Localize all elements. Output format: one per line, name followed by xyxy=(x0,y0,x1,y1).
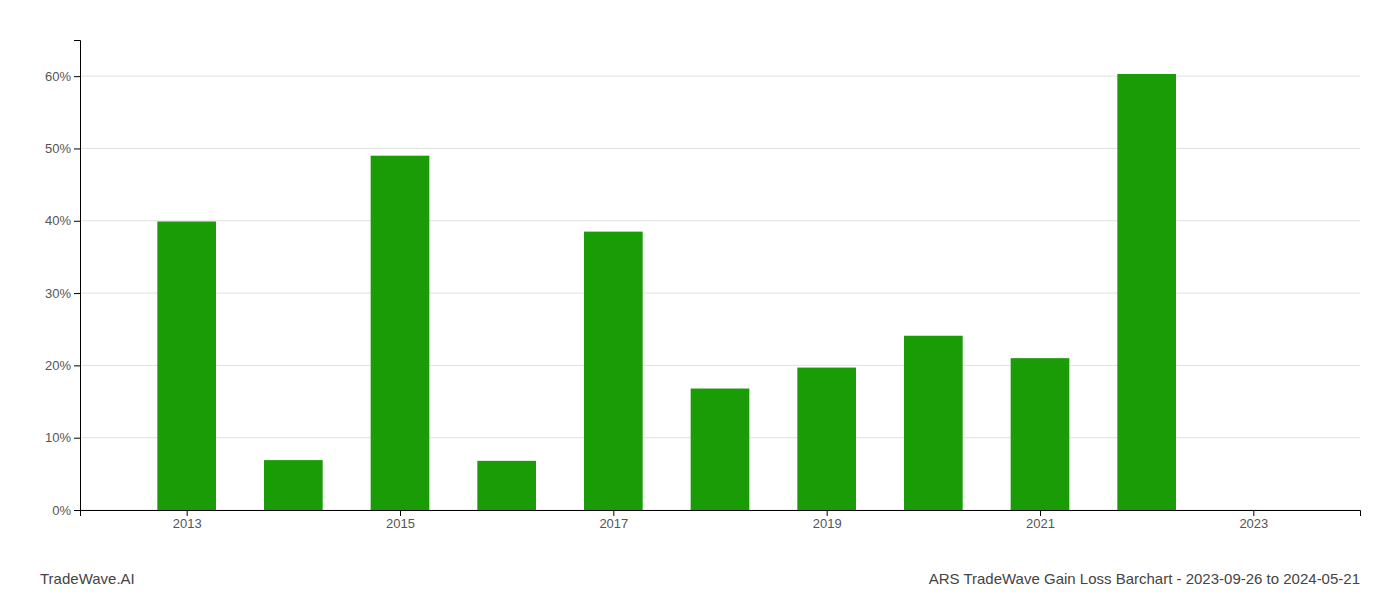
x-tick-label: 2013 xyxy=(173,516,202,531)
y-tick-label: 30% xyxy=(45,286,71,301)
title: ARS TradeWave Gain Loss Barchart - 2023-… xyxy=(929,570,1360,587)
y-tick: 30% xyxy=(45,286,80,301)
x-tick-mark xyxy=(613,510,614,516)
y-tick-mark xyxy=(74,148,80,149)
y-tick-label: 60% xyxy=(45,69,71,84)
x-tick-label: 2021 xyxy=(1026,516,1055,531)
bar xyxy=(264,460,323,510)
x-axis: 2013 2015 2017 2019 2021 2023 xyxy=(81,510,1361,531)
bar xyxy=(904,336,963,510)
x-tick-mark xyxy=(187,510,188,516)
y-tick-mark xyxy=(74,293,80,294)
y-axis: 0% 10% 20% 30% 40% 50% 60% xyxy=(45,41,81,518)
y-tick-mark xyxy=(74,438,80,439)
bar xyxy=(371,156,430,510)
y-tick-mark xyxy=(74,76,80,77)
y-tick: 40% xyxy=(45,213,80,228)
y-tick-label: 20% xyxy=(45,358,71,373)
y-tick-label: 50% xyxy=(45,141,71,156)
x-tick-mark xyxy=(1040,510,1041,516)
y-tick-mark xyxy=(74,365,80,366)
x-tick: 2021 xyxy=(1026,510,1055,531)
y-tick: 10% xyxy=(45,430,80,445)
x-tick: 2023 xyxy=(1239,510,1268,531)
x-tick-label: 2023 xyxy=(1239,516,1268,531)
y-tick-label: 10% xyxy=(45,430,71,445)
x-tick: 2013 xyxy=(173,510,202,531)
y-tick: 0% xyxy=(52,503,80,518)
x-tick: 2017 xyxy=(599,510,628,531)
bar xyxy=(1224,510,1283,511)
bar xyxy=(584,232,643,510)
annotation: TradeWave.AI xyxy=(40,570,135,587)
x-tick-label: 2015 xyxy=(386,516,415,531)
bars xyxy=(157,74,1176,510)
bar xyxy=(797,368,856,510)
bar xyxy=(691,389,750,510)
chart-svg: 2013 2015 2017 2019 2021 2023 0% 10% 20% 30% 40% 50… xyxy=(0,0,1400,600)
y-tick-mark xyxy=(74,510,80,511)
y-tick-label: 0% xyxy=(52,503,71,518)
y-tick: 50% xyxy=(45,141,80,156)
x-tick-label: 2019 xyxy=(813,516,842,531)
y-axis-line xyxy=(74,41,81,511)
x-tick-mark xyxy=(1253,510,1254,516)
x-tick: 2019 xyxy=(813,510,842,531)
y-tick: 60% xyxy=(45,69,80,84)
x-axis-line xyxy=(81,511,1361,517)
bar xyxy=(1011,358,1070,510)
x-tick-label: 2017 xyxy=(599,516,628,531)
x-tick: 2015 xyxy=(386,510,415,531)
y-tick-mark xyxy=(74,221,80,222)
bar xyxy=(477,461,536,510)
y-tick: 20% xyxy=(45,358,80,373)
y-tick-label: 40% xyxy=(45,213,71,228)
x-tick-mark xyxy=(827,510,828,516)
x-tick-mark xyxy=(400,510,401,516)
bar xyxy=(157,221,216,510)
bar xyxy=(1117,74,1176,510)
